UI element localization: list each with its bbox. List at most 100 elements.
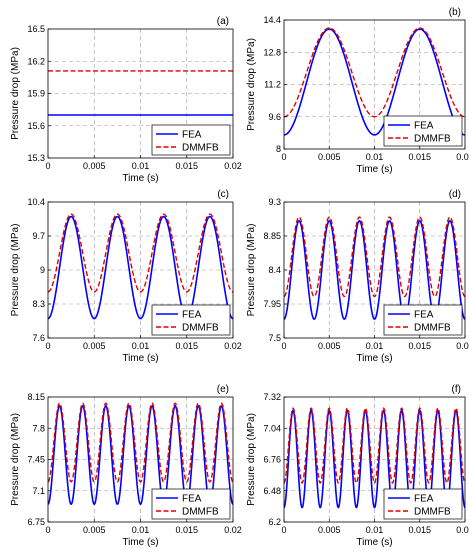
x-tick-label: 0.005 (318, 152, 341, 162)
x-tick-label: 0 (281, 525, 286, 535)
legend-label-dmmfb: DMMFB (182, 143, 219, 154)
y-tick-label: 15.9 (27, 89, 45, 99)
x-tick-label: 0.015 (175, 341, 198, 351)
x-tick-label: 0.02 (456, 152, 469, 162)
y-tick-label: 7.5 (268, 333, 281, 343)
x-tick-label: 0.02 (456, 341, 469, 351)
x-axis-label: Time (s) (356, 164, 392, 175)
y-tick-label: 8 (276, 144, 281, 154)
y-tick-label: 6.76 (263, 455, 281, 465)
x-tick-label: 0.005 (83, 161, 106, 171)
x-tick-label: 0.015 (408, 525, 431, 535)
series-line-fea (284, 28, 465, 136)
legend-label-dmmfb: DMMFB (414, 507, 451, 518)
panel-label: (b) (449, 7, 461, 18)
legend-label-dmmfb: DMMFB (182, 507, 219, 518)
panel-label: (a) (217, 16, 229, 27)
x-tick-label: 0.02 (224, 161, 242, 171)
chart-panel-2: 0 0.005 0.01 0.015 0.02 7.6 8.3 9 9.7 10.4 Time (s… (10, 189, 242, 364)
panel-label: (e) (217, 384, 229, 395)
legend-label-dmmfb: DMMFB (182, 323, 219, 334)
x-axis-label: Time (s) (122, 537, 158, 548)
x-tick-label: 0.015 (175, 161, 198, 171)
legend-label-fea: FEA (182, 494, 202, 505)
chart-panel-3: 0 0.005 0.01 0.015 0.02 7.5 7.95 8.4 8.85 9.3 Time… (246, 189, 469, 364)
x-tick-label: 0.01 (366, 525, 384, 535)
legend-box (383, 115, 463, 147)
x-tick-label: 0.02 (224, 341, 242, 351)
series-line-dmmfb (48, 402, 233, 483)
y-tick-label: 7.8 (32, 423, 45, 433)
series-line-fea (48, 405, 233, 505)
y-tick-label: 8.3 (32, 299, 45, 309)
x-tick-label: 0 (45, 525, 50, 535)
y-tick-label: 15.3 (27, 153, 45, 163)
chart-panel-1: 0 0.005 0.01 0.015 0.02 8 9.6 11.2 12.8 14.4 Time … (246, 7, 469, 175)
x-tick-label: 0.01 (132, 525, 150, 535)
legend-box (383, 304, 463, 336)
y-tick-label: 8.85 (263, 231, 281, 241)
legend-label-dmmfb: DMMFB (414, 134, 451, 145)
chart-panel-5: 0 0.005 0.01 0.015 0.02 6.2 6.48 6.76 7.04 7.32 Ti… (246, 384, 469, 548)
y-tick-label: 8.4 (268, 265, 281, 275)
x-tick-label: 0.02 (456, 525, 469, 535)
x-tick-label: 0.01 (132, 341, 150, 351)
panel-label: (c) (217, 189, 229, 200)
legend-box (151, 304, 231, 336)
y-tick-label: 9.6 (268, 112, 281, 122)
legend-label-fea: FEA (182, 130, 202, 141)
x-tick-label: 0 (281, 341, 286, 351)
x-tick-label: 0.01 (366, 341, 384, 351)
legend-box (151, 488, 231, 520)
x-axis-label: Time (s) (122, 353, 158, 364)
y-tick-label: 7.1 (32, 486, 45, 496)
legend-label-fea: FEA (414, 494, 434, 505)
y-tick-label: 10.4 (27, 197, 45, 207)
y-tick-label: 7.04 (263, 423, 281, 433)
y-tick-label: 6.2 (268, 517, 281, 527)
y-tick-label: 6.48 (263, 486, 281, 496)
legend-label-fea: FEA (414, 310, 434, 321)
chart-panel-4: 0 0.005 0.01 0.015 0.02 6.75 7.1 7.45 7.8 8.15 Tim… (10, 384, 242, 548)
y-tick-label: 11.2 (264, 80, 281, 90)
y-tick-label: 7.6 (32, 333, 45, 343)
y-tick-label: 15.6 (27, 121, 45, 131)
y-tick-label: 16.2 (27, 56, 45, 66)
y-axis-label: Pressure drop (MPa) (10, 224, 21, 317)
legend-box (151, 124, 231, 156)
y-tick-label: 7.32 (263, 392, 281, 402)
x-axis-label: Time (s) (122, 173, 158, 184)
legend-label-dmmfb: DMMFB (414, 323, 451, 334)
x-tick-label: 0.015 (408, 152, 431, 162)
series-line-dmmfb (284, 27, 465, 118)
x-tick-label: 0.005 (318, 525, 341, 535)
series-line-dmmfb (284, 407, 465, 484)
x-tick-label: 0.015 (175, 525, 198, 535)
y-axis-label: Pressure drop (MPa) (246, 38, 257, 131)
x-tick-label: 0 (45, 161, 50, 171)
legend-label-fea: FEA (182, 310, 202, 321)
series-line-fea (48, 215, 233, 320)
y-tick-label: 6.75 (27, 517, 45, 527)
y-tick-label: 16.5 (27, 24, 45, 34)
x-axis-label: Time (s) (356, 353, 392, 364)
y-axis-label: Pressure drop (MPa) (246, 224, 257, 317)
series-line-dmmfb (284, 216, 465, 298)
x-tick-label: 0.02 (224, 525, 242, 535)
x-tick-label: 0.01 (132, 161, 150, 171)
x-tick-label: 0 (281, 152, 286, 162)
x-tick-label: 0.005 (83, 525, 106, 535)
x-tick-label: 0.015 (408, 341, 431, 351)
y-tick-label: 12.8 (263, 47, 281, 57)
panel-label: (d) (449, 189, 461, 200)
y-tick-label: 9 (40, 265, 45, 275)
y-tick-label: 8.15 (27, 392, 45, 402)
y-tick-label: 9.3 (268, 197, 281, 207)
y-tick-label: 9.7 (32, 231, 45, 241)
legend-label-fea: FEA (414, 121, 434, 132)
y-axis-label: Pressure drop (MPa) (10, 413, 21, 506)
y-axis-label: Pressure drop (MPa) (10, 47, 21, 140)
x-axis-label: Time (s) (356, 537, 392, 548)
chart-panel-0: 0 0.005 0.01 0.015 0.02 15.3 15.6 15.9 16.2 16.5 T… (10, 16, 242, 184)
